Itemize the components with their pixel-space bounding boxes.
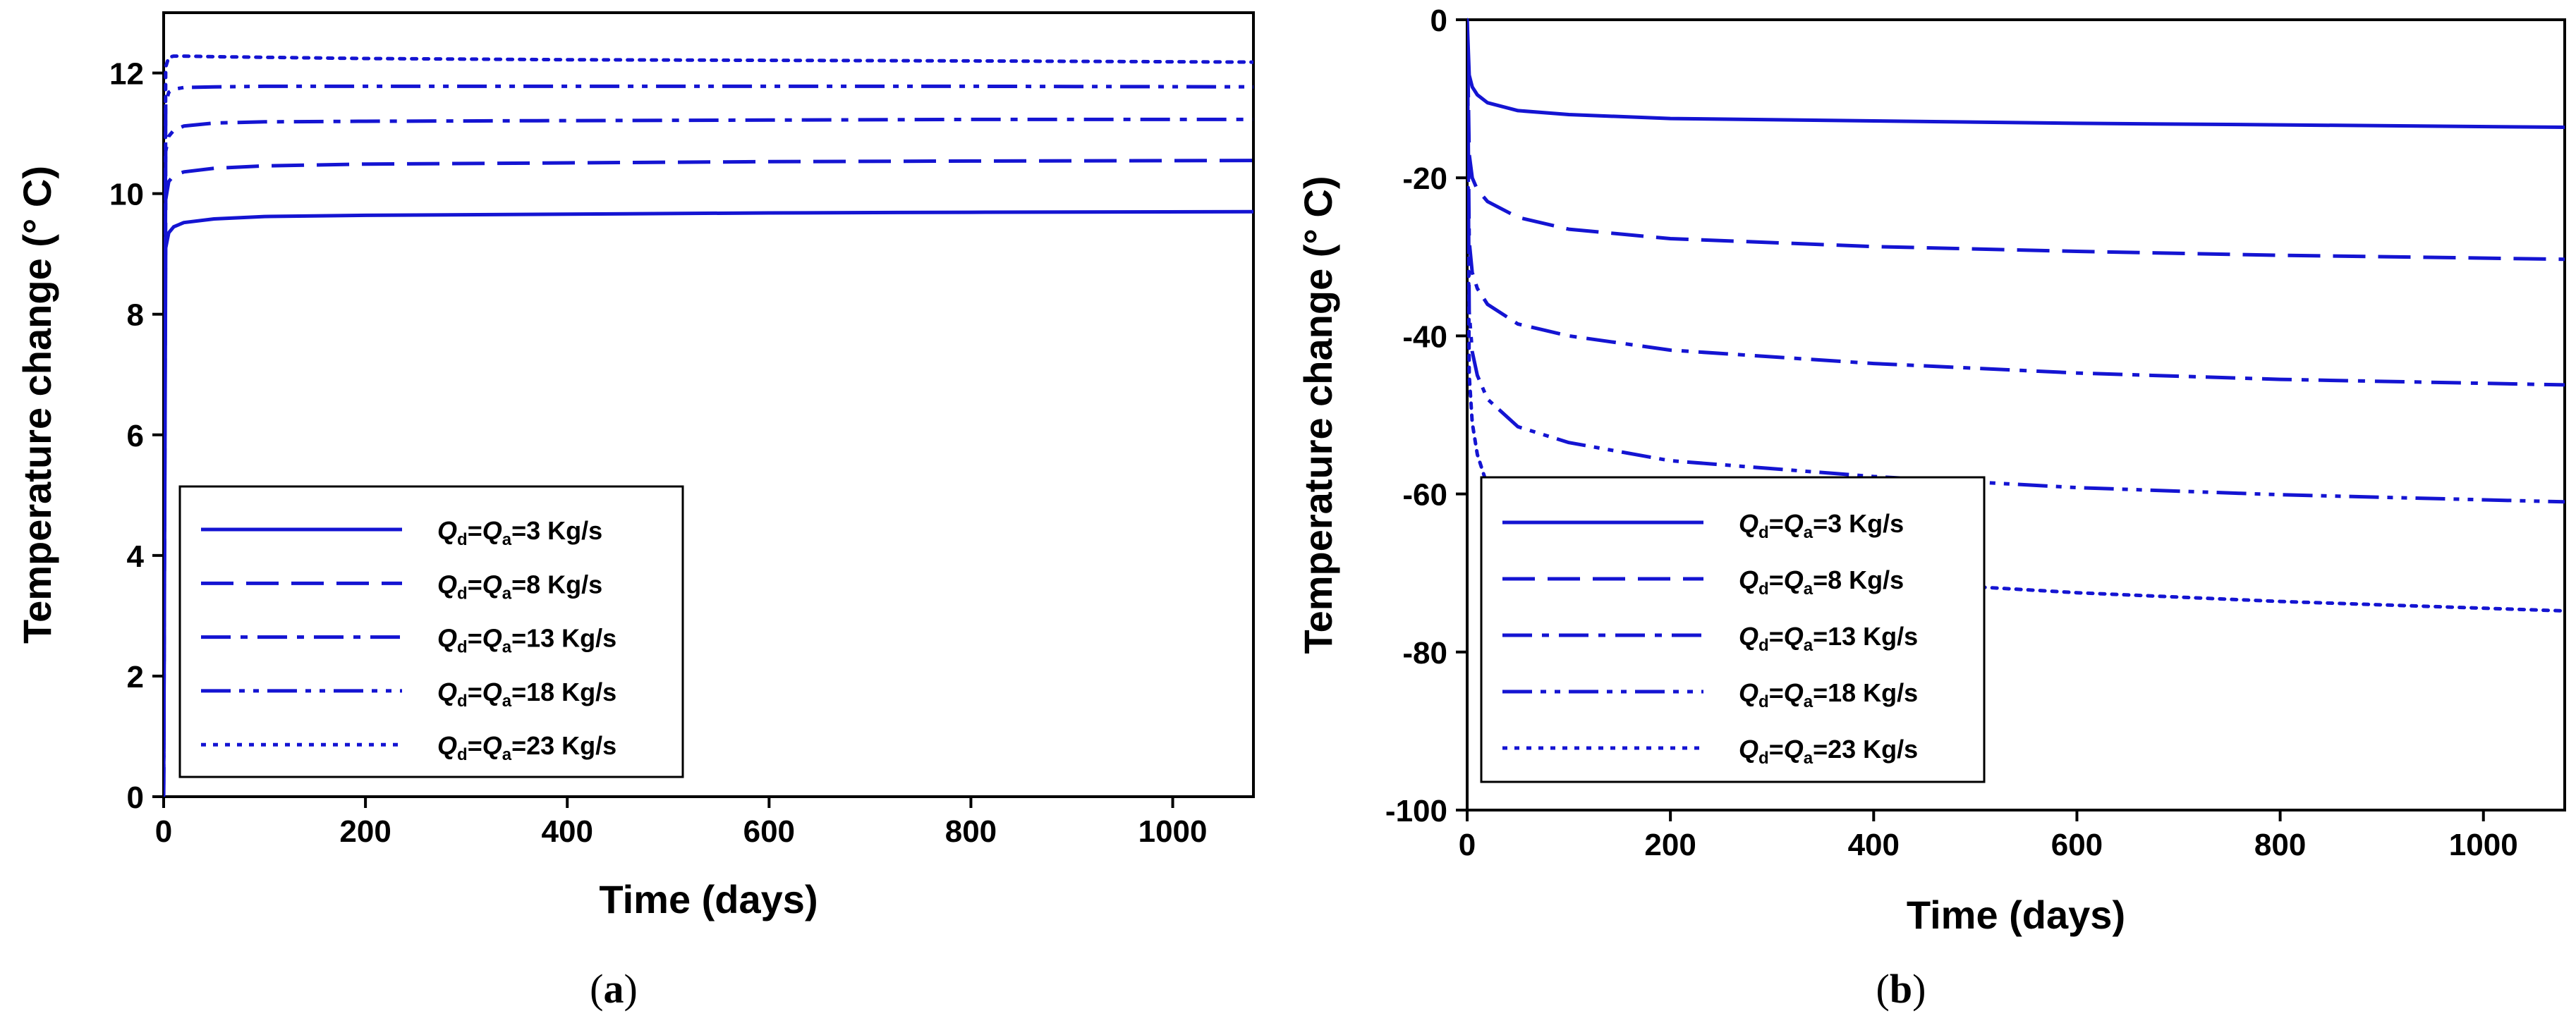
y-tick-label: -80	[1402, 636, 1447, 670]
legend-label: Qd=Qa=13 Kg/s	[1739, 622, 1918, 655]
series-line-dashdotdot	[1467, 19, 2565, 504]
y-tick-label: 0	[127, 780, 144, 815]
chart-panel-a: 0 200 400 600 800 1000 0 2 4 6 8 10 12 Time (days) Tem…	[15, 11, 1255, 1012]
x-tick-label: 800	[945, 814, 997, 849]
legend-label: Qd=Qa=18 Kg/s	[437, 678, 616, 711]
y-tick-label: 12	[109, 57, 144, 92]
series-line-dashdotdot	[164, 84, 1253, 797]
y-tick-label: 4	[127, 539, 145, 574]
x-tick-label: 1000	[2449, 828, 2518, 862]
chart-panel-b: 0 200 400 600 800 1000 0 -20 -40 -60 -80 -100 Time (…	[1296, 4, 2566, 1012]
panel-caption: (a)	[590, 966, 638, 1012]
y-tick-label: 6	[127, 419, 144, 453]
x-tick-label: 600	[2051, 828, 2103, 862]
x-tick-label: 0	[155, 814, 172, 849]
series-line-dashdot	[164, 117, 1253, 797]
series-line-solid	[164, 209, 1253, 797]
panel-caption: (b)	[1876, 966, 1926, 1012]
x-tick-label: 400	[1848, 828, 1900, 862]
y-tick-label: 8	[127, 298, 144, 333]
x-tick-label: 0	[1459, 828, 1476, 862]
plot-frame	[1466, 18, 2566, 811]
legend-label: Qd=Qa=23 Kg/s	[437, 731, 616, 764]
legend-box	[1480, 476, 1986, 783]
legend: Qd=Qa=3 Kg/s Qd=Qa=8 Kg/s Qd=Qa=13 Kg/s Qd=…	[1480, 476, 1986, 783]
legend-label: Qd=Qa=13 Kg/s	[437, 624, 616, 657]
legend-label: Qd=Qa=3 Kg/s	[437, 516, 602, 549]
x-tick-label: 600	[743, 814, 795, 849]
x-tick-label: 200	[339, 814, 391, 849]
x-tick-label: 400	[542, 814, 593, 849]
series-line-dashed	[164, 159, 1253, 797]
y-tick-label: 2	[127, 660, 144, 694]
x-tick-label: 200	[1644, 828, 1696, 862]
x-tick-label: 800	[2254, 828, 2306, 862]
legend-label: Qd=Qa=23 Kg/s	[1739, 735, 1918, 768]
y-tick-label: -100	[1385, 794, 1447, 828]
series-line-dashed	[1467, 19, 2565, 262]
y-axis-label: Temperature change (° C)	[15, 166, 59, 644]
y-axis-label: Temperature change (° C)	[1296, 176, 1340, 654]
legend-label: Qd=Qa=18 Kg/s	[1739, 678, 1918, 711]
legend-label: Qd=Qa=3 Kg/s	[1739, 509, 1904, 542]
x-tick-label: 1000	[1138, 814, 1208, 849]
y-tick-label: -40	[1402, 319, 1447, 354]
legend: Qd=Qa=3 Kg/s Qd=Qa=8 Kg/s Qd=Qa=13 Kg/s Qd=…	[178, 485, 684, 778]
series-line-solid	[1467, 19, 2565, 129]
x-axis-label: Time (days)	[599, 877, 818, 921]
x-axis-label: Time (days)	[1907, 893, 2125, 937]
y-tick-label: -20	[1402, 161, 1447, 196]
legend-label: Qd=Qa=8 Kg/s	[437, 570, 602, 603]
legend-label: Qd=Qa=8 Kg/s	[1739, 565, 1904, 599]
series-line-dashdot	[1467, 19, 2565, 387]
y-tick-label: -60	[1402, 478, 1447, 513]
legend-box	[178, 485, 684, 778]
y-tick-label: 10	[109, 178, 144, 212]
y-tick-label: 0	[1430, 4, 1447, 38]
